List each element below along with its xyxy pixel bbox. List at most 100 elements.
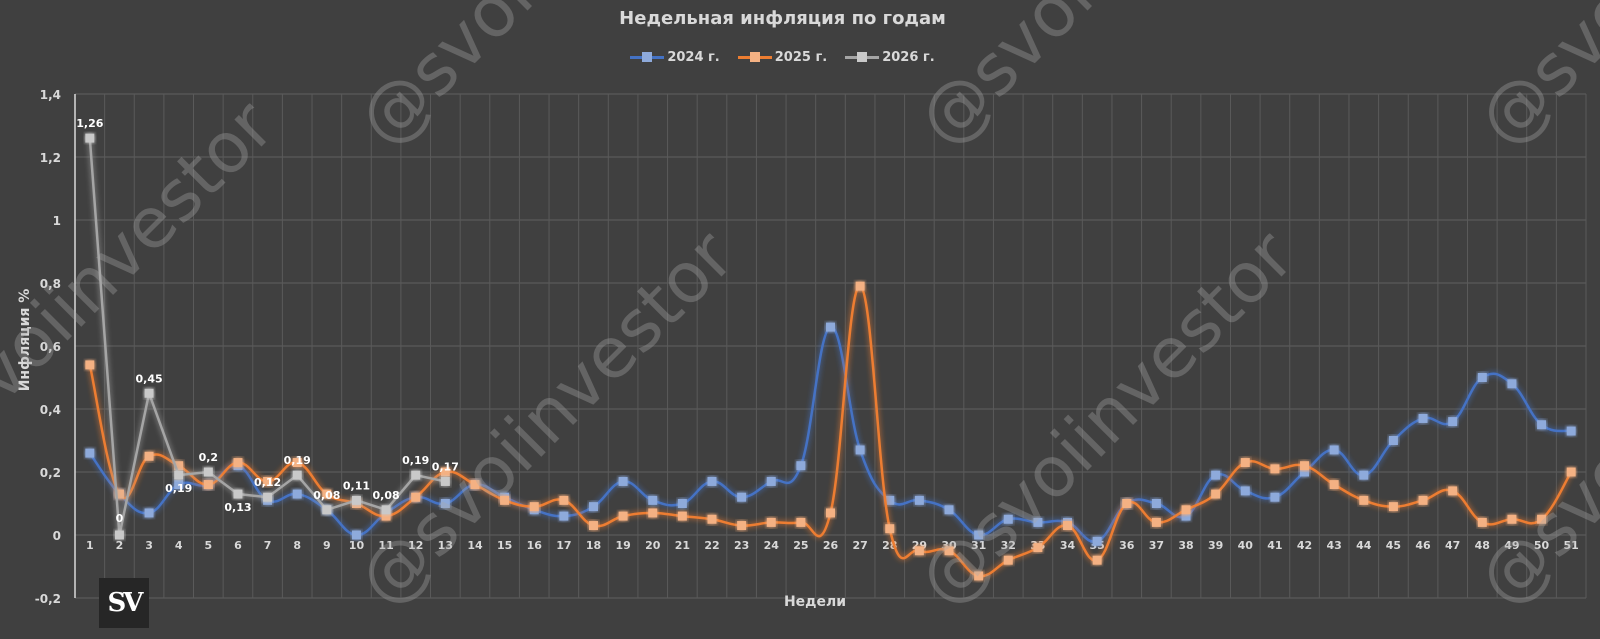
data-point-marker[interactable]: [648, 495, 658, 505]
data-point-marker[interactable]: [974, 571, 984, 581]
data-point-marker[interactable]: [1388, 502, 1398, 512]
data-point-marker[interactable]: [826, 508, 835, 518]
data-point-marker[interactable]: [1507, 514, 1517, 524]
data-point-marker[interactable]: [144, 388, 154, 398]
data-point-marker[interactable]: [559, 495, 569, 505]
legend-item-2024[interactable]: 2024 г.: [630, 50, 720, 65]
data-point-marker[interactable]: [1448, 486, 1458, 496]
data-point-marker[interactable]: [85, 360, 95, 370]
legend-item-2025[interactable]: 2025 г.: [737, 50, 827, 65]
data-point-marker[interactable]: [1122, 499, 1132, 508]
data-point-marker[interactable]: [766, 476, 776, 486]
data-point-marker[interactable]: [796, 517, 806, 527]
data-point-marker[interactable]: [1359, 470, 1369, 480]
data-point-marker[interactable]: [1240, 486, 1250, 496]
data-point-marker[interactable]: [1211, 489, 1221, 499]
data-point-marker[interactable]: [707, 514, 717, 524]
data-point-marker[interactable]: [1063, 521, 1073, 531]
data-point-marker[interactable]: [1300, 467, 1310, 477]
data-point-marker[interactable]: [1151, 517, 1161, 527]
data-point-marker[interactable]: [1211, 470, 1221, 480]
data-point-marker[interactable]: [114, 489, 124, 499]
data-point-marker[interactable]: [737, 492, 747, 502]
data-point-marker[interactable]: [885, 524, 895, 534]
data-point-marker[interactable]: [411, 492, 421, 502]
data-point-marker[interactable]: [1448, 417, 1458, 427]
data-point-marker[interactable]: [648, 508, 658, 518]
data-point-marker[interactable]: [1270, 464, 1280, 474]
data-point-marker[interactable]: [677, 499, 687, 508]
data-point-marker[interactable]: [500, 495, 510, 505]
data-point-marker[interactable]: [1418, 495, 1428, 505]
data-point-marker[interactable]: [885, 495, 895, 505]
data-point-marker[interactable]: [440, 476, 450, 486]
data-point-marker[interactable]: [1329, 445, 1339, 455]
data-point-marker[interactable]: [322, 489, 332, 499]
data-point-marker[interactable]: [263, 492, 273, 502]
data-point-marker[interactable]: [796, 461, 806, 471]
data-point-marker[interactable]: [292, 489, 302, 499]
data-point-marker[interactable]: [1477, 517, 1487, 527]
data-point-marker[interactable]: [1566, 426, 1576, 436]
data-point-marker[interactable]: [588, 521, 598, 531]
data-point-marker[interactable]: [1033, 543, 1043, 553]
data-point-marker[interactable]: [944, 546, 954, 556]
data-point-marker[interactable]: [1181, 505, 1191, 515]
data-point-marker[interactable]: [588, 502, 598, 512]
data-point-marker[interactable]: [174, 470, 184, 480]
data-point-marker[interactable]: [203, 467, 213, 477]
data-point-marker[interactable]: [1003, 555, 1013, 565]
data-point-marker[interactable]: [855, 281, 865, 291]
data-point-marker[interactable]: [263, 476, 273, 486]
data-point-marker[interactable]: [85, 133, 95, 143]
data-point-marker[interactable]: [677, 511, 687, 521]
data-point-marker[interactable]: [322, 505, 332, 515]
data-point-marker[interactable]: [618, 476, 628, 486]
data-point-marker[interactable]: [292, 458, 302, 468]
data-point-marker[interactable]: [1033, 517, 1043, 527]
data-point-marker[interactable]: [1388, 436, 1398, 445]
data-point-marker[interactable]: [1537, 420, 1547, 430]
data-point-marker[interactable]: [411, 470, 421, 480]
data-point-marker[interactable]: [529, 502, 539, 512]
data-point-marker[interactable]: [1181, 511, 1191, 521]
data-point-marker[interactable]: [707, 476, 717, 486]
data-point-marker[interactable]: [1537, 514, 1547, 524]
data-point-marker[interactable]: [470, 480, 480, 490]
data-point-marker[interactable]: [1507, 379, 1517, 389]
data-point-marker[interactable]: [737, 521, 747, 531]
data-point-marker[interactable]: [1092, 555, 1102, 565]
data-point-marker[interactable]: [440, 467, 450, 477]
data-point-marker[interactable]: [1270, 492, 1280, 502]
data-point-marker[interactable]: [1003, 514, 1013, 524]
data-point-marker[interactable]: [559, 511, 569, 521]
data-point-marker[interactable]: [144, 451, 154, 461]
data-point-marker[interactable]: [1240, 458, 1250, 468]
data-point-marker[interactable]: [381, 511, 391, 521]
data-point-marker[interactable]: [618, 511, 628, 521]
data-point-marker[interactable]: [233, 458, 243, 468]
data-point-marker[interactable]: [1566, 467, 1576, 477]
data-point-marker[interactable]: [85, 448, 95, 458]
data-point-marker[interactable]: [1418, 413, 1428, 423]
data-point-marker[interactable]: [381, 505, 391, 515]
data-point-marker[interactable]: [1300, 461, 1310, 471]
data-point-marker[interactable]: [351, 530, 361, 540]
data-point-marker[interactable]: [914, 495, 924, 505]
data-point-marker[interactable]: [174, 480, 184, 490]
data-point-marker[interactable]: [233, 489, 243, 499]
data-point-marker[interactable]: [144, 508, 154, 518]
data-point-marker[interactable]: [944, 505, 954, 515]
data-point-marker[interactable]: [914, 546, 924, 556]
data-point-marker[interactable]: [1329, 480, 1339, 490]
data-point-marker[interactable]: [855, 445, 865, 455]
data-point-marker[interactable]: [203, 480, 213, 490]
data-point-marker[interactable]: [826, 322, 835, 332]
data-point-marker[interactable]: [1477, 373, 1487, 382]
data-point-marker[interactable]: [1151, 499, 1161, 508]
data-point-marker[interactable]: [974, 530, 984, 540]
data-point-marker[interactable]: [114, 530, 124, 540]
data-point-marker[interactable]: [292, 470, 302, 480]
data-point-marker[interactable]: [174, 461, 184, 471]
data-point-marker[interactable]: [766, 517, 776, 527]
